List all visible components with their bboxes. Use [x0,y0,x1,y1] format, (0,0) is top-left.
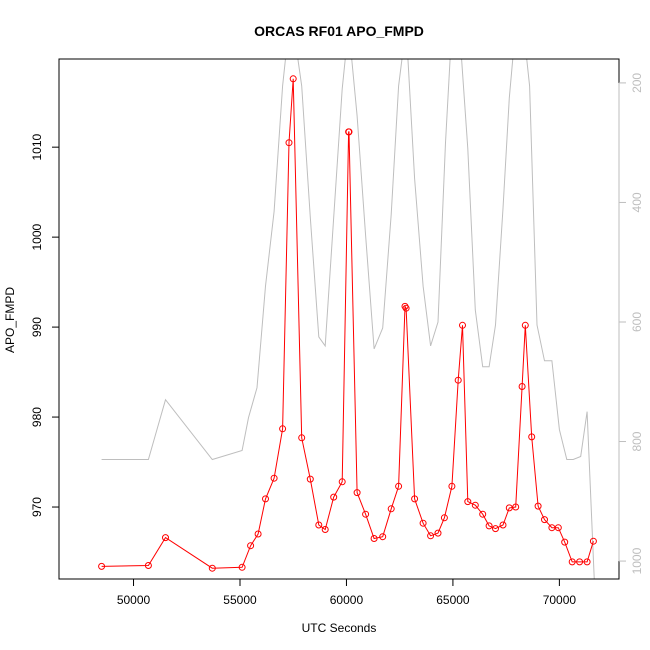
x-tick-label: 70000 [543,593,577,607]
data-point [485,522,493,530]
y-tick-label: 970 [30,497,44,517]
data-point [454,376,462,384]
right-tick-label: 600 [630,312,644,332]
right-tick-label: 200 [630,73,644,93]
data-point [471,501,479,509]
right-tick-label: 1000 [630,547,644,574]
y-axis-left: 970 980 990 1000 1010 [30,133,60,517]
data-point [427,532,435,540]
x-tick-label: 55000 [223,593,257,607]
data-point [98,562,106,570]
data-point [419,519,427,527]
data-point [434,529,442,537]
data-point [338,478,346,486]
data-point [345,128,353,136]
x-axis: 50000 55000 60000 65000 70000 [117,578,577,607]
data-point [254,530,262,538]
data-point [541,516,548,524]
data-point [518,383,526,390]
data-point [401,302,409,310]
data-point [499,521,507,529]
data-point [353,489,361,497]
chart-title: ORCAS RF01 APO_FMPD [254,23,424,39]
data-point [492,525,499,533]
data-point [208,564,216,572]
y-tick-label: 990 [30,317,44,337]
data-point [247,542,255,550]
data-point [561,538,569,546]
data-point [440,514,448,522]
left-axis-series-layer [98,75,597,572]
data-point [528,433,536,441]
series-line-2 [101,59,595,579]
data-point [479,510,487,518]
x-tick-label: 65000 [436,593,470,607]
data-point [289,75,297,83]
data-point [534,502,542,510]
data-point [315,521,323,529]
data-point [512,503,520,511]
data-point [298,434,306,442]
data-point [262,495,269,503]
data-point [505,504,513,512]
data-point [576,558,584,566]
right-tick-label: 400 [630,192,644,212]
data-point [362,510,370,518]
y-tick-label: 1010 [30,133,44,160]
data-point [521,321,529,329]
data-point [162,534,169,542]
data-point [554,524,562,532]
data-point [411,495,419,503]
data-point [144,562,152,569]
right-tick-label: 800 [630,431,644,451]
x-tick-label: 60000 [330,593,364,607]
data-point [306,475,314,483]
data-point [459,321,466,329]
data-point [387,505,395,513]
data-point [448,482,456,490]
y-tick-label: 980 [30,407,44,427]
right-axis-series-layer [101,59,595,579]
x-tick-label: 50000 [117,593,151,607]
data-point [402,304,410,312]
data-point [285,139,293,147]
data-point [330,493,338,501]
data-point [583,558,591,566]
data-point [370,535,378,542]
data-point [321,526,329,533]
x-axis-label: UTC Seconds [302,621,377,635]
series-line-1 [101,78,594,569]
y-axis-label: APO_FMPD [3,287,17,353]
data-point [270,474,278,482]
data-point [589,537,597,545]
data-point [279,425,287,433]
data-point [568,558,576,566]
y-axis-right: 200 400 600 800 1000 [618,73,644,574]
data-point [464,498,472,506]
data-point [379,533,387,541]
y-tick-label: 1000 [30,223,44,250]
data-point [395,482,403,490]
data-point [238,563,246,571]
